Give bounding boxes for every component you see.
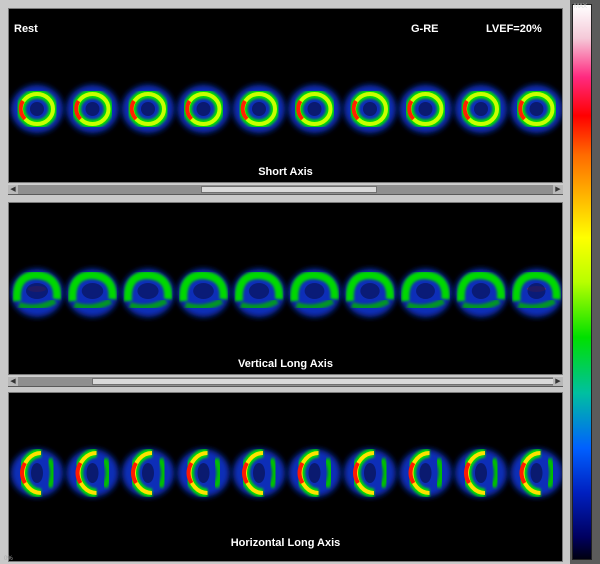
scan-type-label: G-RE	[411, 23, 439, 35]
slice-image	[288, 269, 341, 317]
slice-image	[455, 448, 507, 498]
slice-image	[344, 448, 396, 498]
slice-image	[177, 269, 230, 317]
scroll-right-icon[interactable]: ▶	[553, 185, 563, 194]
slice-image	[344, 85, 396, 133]
intensity-color-scale	[572, 4, 592, 560]
slice-image	[344, 269, 396, 317]
slice-image	[510, 85, 562, 133]
horizontal-long-axis-label: Horizontal Long Axis	[230, 537, 341, 549]
scroll-thumb[interactable]	[92, 378, 562, 385]
viewer-window: Rest G-RE LVEF=20% Short Axis ◀ ▶ Vertic…	[0, 0, 570, 564]
slice-image	[399, 448, 452, 498]
scroll-left-icon[interactable]: ◀	[8, 377, 18, 386]
scroll-right-icon[interactable]: ▶	[553, 377, 563, 386]
slice-image	[177, 85, 230, 133]
scroll-thumb[interactable]	[201, 186, 377, 193]
slice-image	[11, 269, 63, 317]
slice-image	[233, 448, 285, 498]
slice-image	[66, 85, 119, 133]
slice-image	[288, 85, 341, 133]
slice-image	[66, 269, 119, 317]
vertical-long-axis-panel: Vertical Long Axis	[8, 202, 563, 375]
scroll-left-icon[interactable]: ◀	[8, 185, 18, 194]
short-axis-scrollbar[interactable]: ◀ ▶	[8, 184, 563, 195]
vertical-long-axis-slices	[11, 269, 562, 317]
short-axis-slices	[11, 85, 562, 133]
slice-image	[122, 448, 174, 498]
slice-image	[399, 269, 452, 317]
colorbar-max-label: MAX	[574, 4, 588, 10]
lvef-label: LVEF=20%	[486, 23, 542, 35]
slice-image	[288, 448, 341, 498]
study-label: Rest	[14, 23, 38, 35]
short-axis-label: Short Axis	[258, 166, 313, 178]
slice-image	[233, 269, 285, 317]
slice-image	[122, 269, 174, 317]
horizontal-long-axis-panel: Horizontal Long Axis	[8, 392, 563, 562]
slice-image	[455, 85, 507, 133]
colorbar-min-label: 0%	[4, 556, 13, 562]
slice-image	[510, 269, 562, 317]
slice-image	[122, 85, 174, 133]
vertical-long-axis-scrollbar[interactable]: ◀ ▶	[8, 376, 563, 387]
slice-image	[177, 448, 230, 498]
slice-image	[455, 269, 507, 317]
slice-image	[11, 448, 63, 498]
slice-image	[510, 448, 562, 498]
slice-image	[233, 85, 285, 133]
slice-image	[66, 448, 119, 498]
slice-image	[11, 85, 63, 133]
horizontal-long-axis-slices	[11, 448, 562, 498]
vertical-long-axis-label: Vertical Long Axis	[238, 358, 333, 370]
short-axis-panel: Rest G-RE LVEF=20% Short Axis	[8, 8, 563, 183]
slice-image	[399, 85, 452, 133]
